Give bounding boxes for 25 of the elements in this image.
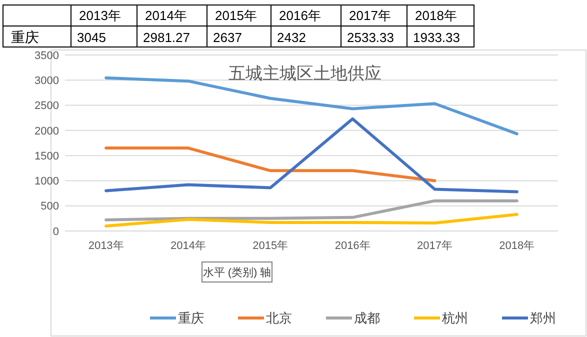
legend-label: 杭州 xyxy=(441,310,468,326)
y-tick-label: 2000 xyxy=(34,125,59,138)
y-tick-label: 500 xyxy=(40,200,59,213)
y-tick-label: 3000 xyxy=(34,74,59,87)
x-tick-label: 2014年 xyxy=(170,240,206,252)
y-tick-label: 1500 xyxy=(34,150,59,162)
x-tick-label: 2015年 xyxy=(252,240,288,252)
text: 水平 (类别) 轴 xyxy=(202,266,272,279)
legend-label: 成都 xyxy=(354,310,380,326)
text: 五城主城区土地供应 xyxy=(228,64,382,84)
legend-label: 北京 xyxy=(266,310,292,326)
x-tick-label: 2018年 xyxy=(499,240,535,252)
line-series xyxy=(104,199,518,222)
y-tick-label: 1000 xyxy=(34,176,59,188)
x-tick-label: 2017年 xyxy=(417,240,452,252)
line-series xyxy=(104,117,518,194)
line-series xyxy=(104,212,518,228)
legend-label: 郑州 xyxy=(530,310,556,326)
value-table: 2013年 2014年 2015年 2016年 2017年 2018年 重庆 3045 2981.27 2637 2432 2533.33 1933.33 xyxy=(2,4,474,48)
y-tick-label: 3500 xyxy=(34,50,59,62)
x-tick-label: 2013年 xyxy=(88,240,124,252)
y-tick-label: 0 xyxy=(52,226,59,238)
x-tick-label: 2016年 xyxy=(334,240,370,252)
legend-label: 重庆 xyxy=(178,310,204,326)
y-tick-label: 2500 xyxy=(34,100,59,112)
